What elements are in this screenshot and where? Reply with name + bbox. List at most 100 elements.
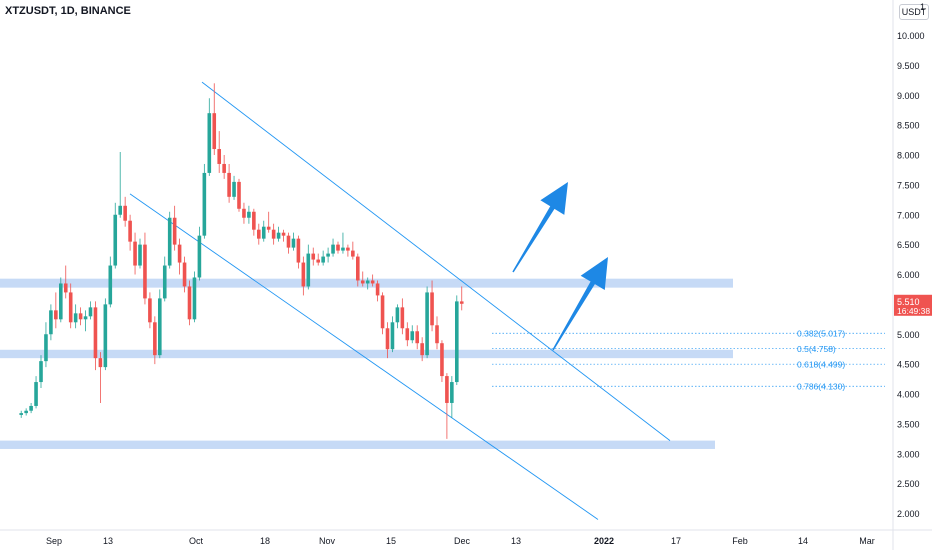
candle-body: [341, 247, 345, 251]
price-tick-label: 9.500: [897, 61, 920, 71]
price-tick-label: 3.000: [897, 449, 920, 459]
candle-body: [316, 259, 320, 263]
candle-body: [445, 376, 449, 403]
candle-body: [326, 253, 330, 257]
price-tick-label: 2.500: [897, 479, 920, 489]
price-tick-label: 9.000: [897, 91, 920, 101]
candle-body: [450, 382, 454, 403]
candle-body: [405, 328, 410, 341]
symbol-title: XTZUSDT, 1D, BINANCE: [5, 5, 131, 17]
fib-label: 0.382(5.017): [797, 329, 845, 339]
candle-body: [98, 358, 103, 368]
candle-body: [83, 316, 88, 320]
candle-body: [162, 265, 167, 299]
fib-label: 0.786(4.130): [797, 382, 845, 392]
candle-body: [247, 211, 251, 218]
candle-body: [311, 253, 316, 260]
candle-body: [415, 331, 419, 344]
candle-body: [158, 298, 162, 356]
price-tick-label: 7.000: [897, 210, 920, 220]
time-tick-label: Mar: [859, 536, 875, 546]
candle-body: [93, 307, 98, 359]
candle-body: [153, 322, 157, 356]
candle-body: [351, 250, 355, 257]
candle-body: [430, 292, 434, 326]
time-tick-label: Sep: [46, 536, 62, 546]
candle-body: [261, 226, 266, 239]
candle-body: [336, 244, 340, 251]
candle-body: [321, 256, 325, 263]
candle-body: [202, 172, 207, 236]
candle-body: [271, 229, 276, 239]
candle-body: [68, 292, 73, 323]
candle-body: [400, 307, 405, 329]
channel-upper-line: [201, 81, 671, 441]
candle-body: [49, 310, 53, 335]
candle-body: [380, 295, 385, 329]
candle-body: [197, 235, 202, 278]
price-badge-value: 5.510: [897, 297, 920, 307]
time-tick-label: 2022: [594, 536, 614, 546]
candle-body: [306, 253, 311, 287]
candle-body: [435, 325, 439, 344]
candle-body: [425, 292, 429, 356]
time-tick-label: Nov: [319, 536, 336, 546]
candle-body: [182, 262, 187, 287]
time-tick-label: Dec: [454, 536, 471, 546]
candle-body: [128, 220, 132, 242]
candle-body: [356, 256, 360, 281]
candle-body: [172, 217, 177, 245]
candle-body: [103, 304, 108, 368]
candle-body: [148, 298, 152, 323]
currency-button[interactable]: USDT: [899, 4, 929, 20]
candle-body: [123, 205, 127, 221]
candle-body: [281, 232, 286, 236]
candle-body: [232, 181, 236, 197]
candle-body: [138, 244, 142, 266]
candle-body: [291, 238, 296, 248]
candle-body: [266, 226, 271, 230]
time-tick-label: Feb: [732, 536, 748, 546]
candle-body: [252, 211, 256, 230]
candle-body: [242, 208, 246, 218]
price-tick-label: 7.500: [897, 180, 920, 190]
time-tick-label: 13: [511, 536, 521, 546]
fib-label: 0.5(4.758): [797, 344, 836, 354]
candle-body: [222, 163, 226, 173]
support-zone: [0, 349, 733, 359]
candle-body: [44, 334, 48, 362]
price-tick-label: 6.500: [897, 240, 920, 250]
candle-body: [39, 361, 43, 383]
candle-body: [59, 283, 63, 320]
candle-body: [385, 328, 390, 350]
candle-body: [420, 343, 424, 356]
candle-body: [410, 331, 415, 341]
time-tick-label: 15: [386, 536, 396, 546]
candle-body: [227, 172, 231, 197]
candle-body: [395, 307, 400, 323]
candle-body: [360, 280, 365, 284]
candle-body: [73, 313, 78, 323]
candle-body: [118, 205, 122, 215]
candle-body: [192, 277, 197, 320]
candle-body: [29, 405, 33, 411]
price-tick-label: 3.500: [897, 419, 920, 429]
candle-body: [455, 301, 459, 383]
candle-body: [78, 313, 83, 320]
candle-body: [63, 283, 68, 293]
candle-body: [113, 214, 118, 266]
candle-body: [54, 310, 58, 320]
time-tick-label: 18: [260, 536, 270, 546]
candle-body: [212, 113, 217, 150]
candle-body: [459, 301, 464, 304]
candle-body: [143, 244, 147, 299]
price-badge-countdown: 16:49:38: [897, 306, 930, 316]
candle-body: [365, 280, 370, 284]
candle-body: [167, 217, 172, 266]
price-tick-label: 2.000: [897, 509, 920, 519]
price-tick-label: 8.000: [897, 151, 920, 161]
time-tick-label: 14: [798, 536, 808, 546]
candle-body: [217, 149, 221, 164]
time-tick-label: 17: [671, 536, 681, 546]
